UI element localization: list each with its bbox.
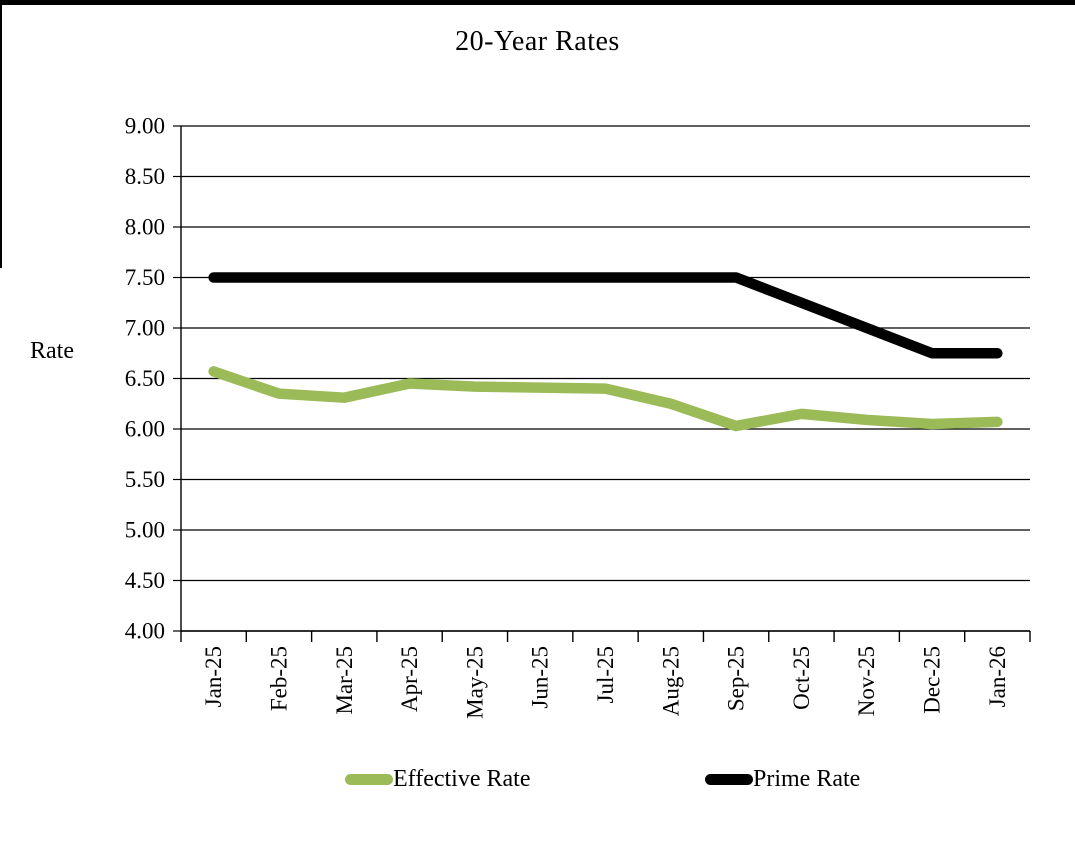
y-axis-tick-label: 7.50 [125,265,165,290]
y-axis-tick-label: 8.00 [125,215,165,240]
x-axis-tick-label: Feb-25 [266,646,291,711]
y-axis-tick-label: 4.00 [125,619,165,644]
x-axis-tick-label: Aug-25 [658,646,683,716]
effective-rate-legend-swatch [345,773,393,785]
series-line-prime-rate [208,272,1003,359]
x-axis-tick-label: May-25 [462,646,487,719]
legend-item-prime-rate: Prime Rate [705,764,860,794]
y-axis-tick-label: 4.50 [125,568,165,593]
chart-title: 20-Year Rates [455,26,620,57]
x-axis-tick-label: Mar-25 [332,646,357,715]
y-axis-tick-label: 8.50 [125,164,165,189]
x-axis-tick-label: Oct-25 [789,646,814,710]
x-axis-tick-label: Jan-25 [201,646,226,707]
x-axis-tick-label: Jun-25 [528,646,553,709]
x-axis-tick-label: Sep-25 [724,646,749,711]
x-axis-tick-label: Jan-26 [985,646,1010,707]
y-axis-tick-label: 5.50 [125,467,165,492]
y-axis-tick-label: 6.50 [125,366,165,391]
series-line-effective-rate [208,366,1003,432]
y-axis-tick-label: 9.00 [125,114,165,139]
x-axis-tick-label: Nov-25 [854,646,879,716]
top-border-line [0,0,1075,5]
x-axis-tick-label: Jul-25 [593,646,618,704]
y-axis-tick-label: 6.00 [125,417,165,442]
prime-rate-legend-swatch [705,773,753,785]
y-axis-tick-label: 5.00 [125,518,165,543]
y-axis-title: Rate [30,338,74,364]
x-axis-tick-label: Apr-25 [397,646,422,712]
prime-rate-legend-label: Prime Rate [753,766,861,792]
y-axis-tick-label: 7.00 [125,316,165,341]
x-axis-tick-label: Dec-25 [920,646,945,714]
left-border-line [0,0,2,268]
effective-rate-legend-label: Effective Rate [393,766,531,792]
legend-item-effective-rate: Effective Rate [345,764,530,794]
